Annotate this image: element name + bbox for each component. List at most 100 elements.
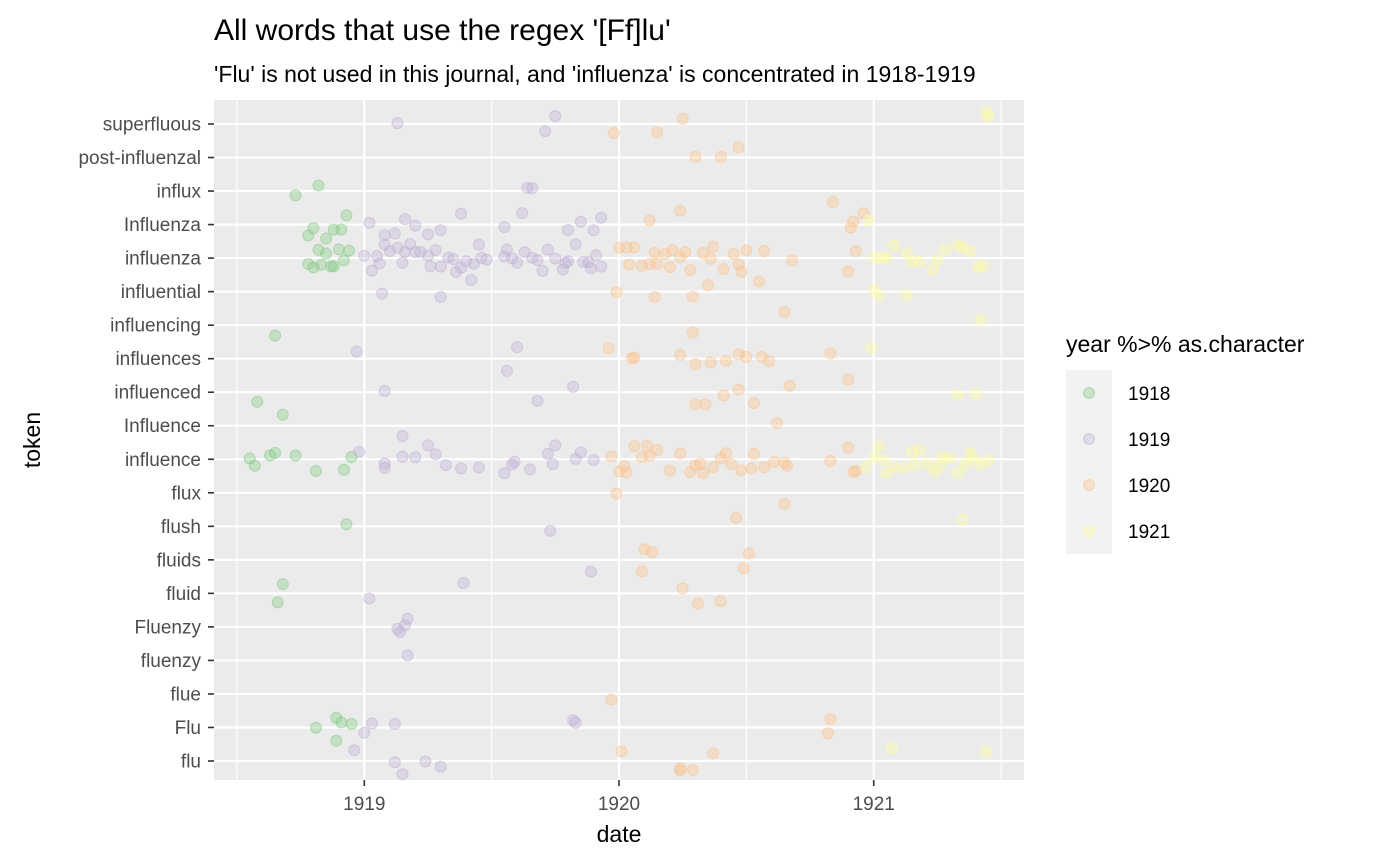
data-point: [905, 255, 918, 268]
y-tick-label: flue: [170, 684, 201, 705]
y-tick-label: influenced: [114, 383, 201, 404]
data-point: [913, 444, 926, 457]
data-point: [821, 727, 834, 740]
data-point: [691, 597, 704, 610]
data-point: [605, 693, 618, 706]
y-axis-title: token: [19, 412, 45, 468]
data-point: [663, 464, 676, 477]
data-point: [373, 257, 386, 270]
data-point: [595, 260, 608, 273]
data-point: [472, 238, 485, 251]
data-point: [421, 228, 434, 241]
data-point: [332, 243, 345, 256]
data-point: [824, 454, 837, 467]
data-point: [460, 255, 473, 268]
data-point: [276, 408, 289, 421]
data-point: [763, 355, 776, 368]
data-point: [969, 387, 982, 400]
data-point: [526, 182, 539, 195]
data-point: [350, 345, 363, 358]
data-point: [783, 379, 796, 392]
data-point: [651, 257, 664, 270]
data-point: [939, 243, 952, 256]
data-point: [401, 612, 414, 625]
data-point: [365, 717, 378, 730]
data-point: [951, 466, 964, 479]
data-point: [674, 348, 687, 361]
data-point: [735, 464, 748, 477]
data-point: [248, 459, 261, 472]
data-point: [378, 461, 391, 474]
legend-marker: [1083, 525, 1095, 537]
data-point: [337, 463, 350, 476]
data-point: [353, 445, 366, 458]
data-point: [707, 240, 720, 253]
data-point: [964, 447, 977, 460]
data-point: [860, 461, 873, 474]
data-point: [421, 439, 434, 452]
data-point: [559, 256, 572, 269]
data-point: [842, 373, 855, 386]
y-tick-label: influencing: [110, 316, 201, 337]
data-point: [541, 447, 554, 460]
data-point: [345, 718, 358, 731]
data-point: [926, 263, 939, 276]
data-point: [674, 762, 687, 775]
data-point: [663, 261, 676, 274]
data-point: [391, 117, 404, 130]
chart-title: All words that use the regex '[Ff]lu': [214, 14, 671, 47]
data-point: [732, 141, 745, 154]
data-point: [312, 243, 325, 256]
data-point: [269, 329, 282, 342]
y-axis: flu Flu flue fluenzy Fluenzy fluid fluids flush…: [78, 115, 214, 773]
data-point: [536, 264, 549, 277]
data-point: [730, 511, 743, 524]
data-point: [434, 291, 447, 304]
data-point: [582, 256, 595, 269]
data-point: [401, 649, 414, 662]
data-point: [648, 291, 661, 304]
data-point: [686, 764, 699, 777]
legend-marker: [1083, 479, 1095, 491]
data-point: [727, 248, 740, 261]
data-point: [753, 275, 766, 288]
data-point: [900, 289, 913, 302]
data-point: [539, 125, 552, 138]
x-tick-label: 1919: [343, 794, 385, 815]
data-point: [732, 348, 745, 361]
data-point: [500, 364, 513, 377]
data-point: [498, 467, 511, 480]
data-point: [628, 241, 641, 254]
data-point: [546, 458, 559, 471]
data-point: [635, 565, 648, 578]
data-point: [885, 742, 898, 755]
data-point: [320, 247, 333, 260]
major-gridlines: [214, 100, 1024, 780]
data-point: [363, 216, 376, 229]
data-point: [982, 110, 995, 123]
data-point: [974, 314, 987, 327]
data-point: [429, 448, 442, 461]
data-point: [847, 215, 860, 228]
data-point: [511, 256, 524, 269]
data-point: [365, 264, 378, 277]
data-point: [888, 239, 901, 252]
data-point: [607, 127, 620, 140]
data-point: [646, 546, 659, 559]
data-point: [567, 380, 580, 393]
data-point: [569, 452, 582, 465]
data-point: [888, 461, 901, 474]
data-point: [610, 487, 623, 500]
data-point: [732, 258, 745, 271]
data-point: [717, 389, 730, 402]
data-point: [371, 250, 384, 263]
data-point: [531, 394, 544, 407]
legend-title: year %>% as.character: [1066, 331, 1305, 357]
data-point: [337, 254, 350, 267]
data-point: [908, 458, 921, 471]
data-point: [516, 207, 529, 220]
data-point: [523, 463, 536, 476]
data-point: [880, 252, 893, 265]
data-point: [549, 110, 562, 123]
data-point: [748, 397, 760, 410]
